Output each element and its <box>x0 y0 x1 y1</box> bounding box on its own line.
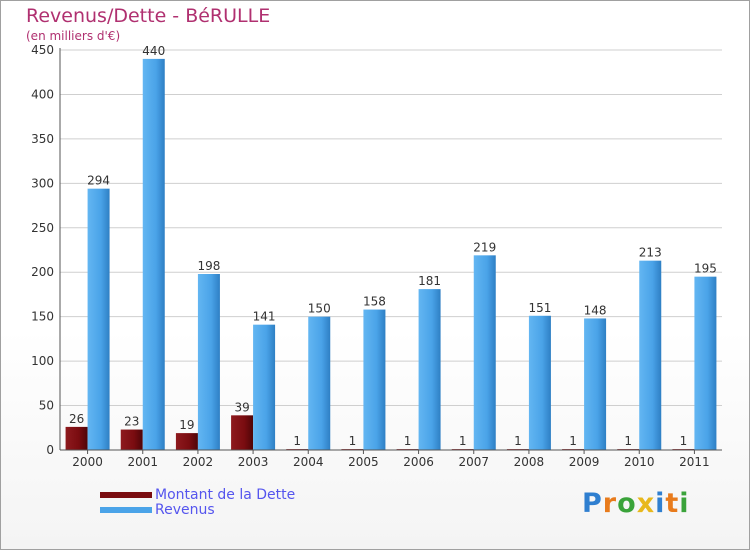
axes: 0 50 100 150 200 250 300 350 400 450 2000 2001 2002 2… <box>31 43 722 469</box>
logo-letter: o <box>617 488 637 519</box>
data-label-dette: 1 <box>569 434 577 448</box>
logo-letter: x <box>636 488 656 519</box>
x-tick-label: 2002 <box>183 455 214 469</box>
y-tick-label: 300 <box>31 176 54 190</box>
data-label-dette: 1 <box>680 434 688 448</box>
y-tick-label: 250 <box>31 221 54 235</box>
y-tick-label: 400 <box>31 87 54 101</box>
bar-dette <box>65 426 88 450</box>
logo-letter: i <box>655 488 666 519</box>
data-label-dette: 1 <box>404 434 412 448</box>
data-label-revenus: 294 <box>87 174 110 188</box>
data-label-revenus: 150 <box>308 302 331 316</box>
bar-revenus <box>584 318 607 450</box>
legend-swatch-revenus <box>100 507 152 513</box>
logo-letter: P <box>582 488 603 519</box>
bar-revenus <box>694 276 717 450</box>
bar-revenus <box>363 309 386 450</box>
x-tick-label: 2000 <box>72 455 103 469</box>
bar-revenus <box>87 188 110 450</box>
bar-revenus <box>418 289 441 450</box>
bar-revenus <box>308 316 331 450</box>
data-label-revenus: 213 <box>639 246 662 260</box>
proxiti-logo: Proxiti <box>582 488 690 519</box>
bar-revenus <box>253 324 276 450</box>
data-label-dette: 1 <box>514 434 522 448</box>
logo-letter: i <box>679 488 690 519</box>
bar-revenus <box>473 255 496 450</box>
x-tick-label: 2005 <box>348 455 379 469</box>
chart-subtitle: (en milliers d'€) <box>26 29 121 43</box>
x-tick-label: 2007 <box>458 455 489 469</box>
legend-item-revenus: Revenus <box>100 502 215 518</box>
x-tick-label: 2004 <box>293 455 324 469</box>
bar-dette <box>231 415 254 450</box>
bar-dette <box>120 429 143 450</box>
x-tick-label: 2003 <box>238 455 269 469</box>
x-tick-label: 2011 <box>679 455 710 469</box>
data-label-revenus: 151 <box>528 301 551 315</box>
bar-dette <box>175 433 198 450</box>
bars <box>65 58 717 451</box>
data-label-revenus: 198 <box>197 259 220 273</box>
data-labels: 26 294 23 440 19 198 39 141 1 150 1 158 1 181 1 219 1 151… <box>69 44 717 448</box>
y-tick-label: 450 <box>31 43 54 57</box>
grid-lines <box>60 49 722 407</box>
y-tick-label: 50 <box>39 399 54 413</box>
data-label-dette: 26 <box>69 412 84 426</box>
data-label-dette: 1 <box>349 434 357 448</box>
logo-letter: t <box>665 488 680 519</box>
data-label-revenus: 141 <box>253 310 276 324</box>
x-tick-label: 2006 <box>403 455 434 469</box>
x-tick-label: 2010 <box>624 455 655 469</box>
data-label-revenus: 148 <box>584 303 607 317</box>
x-tick-label: 2009 <box>569 455 600 469</box>
x-tick-label: 2008 <box>514 455 545 469</box>
data-label-dette: 1 <box>459 434 467 448</box>
data-label-revenus: 440 <box>142 44 165 58</box>
bar-revenus <box>528 315 551 450</box>
y-tick-label: 100 <box>31 354 54 368</box>
y-tick-label: 0 <box>46 443 54 457</box>
y-tick-label: 200 <box>31 265 54 279</box>
data-label-dette: 23 <box>124 415 139 429</box>
legend-label-dette: Montant de la Dette <box>155 487 296 503</box>
y-tick-label: 150 <box>31 310 54 324</box>
data-label-dette: 1 <box>624 434 632 448</box>
data-label-dette: 39 <box>234 400 249 414</box>
data-label-dette: 1 <box>293 434 301 448</box>
bar-revenus <box>142 58 165 451</box>
legend-label-revenus: Revenus <box>155 502 215 518</box>
legend-item-dette: Montant de la Dette <box>100 487 295 503</box>
bar-revenus <box>197 274 220 450</box>
data-label-revenus: 195 <box>694 262 717 276</box>
data-label-dette: 19 <box>179 418 194 432</box>
logo-letter: r <box>602 488 618 519</box>
bar-revenus <box>639 260 662 450</box>
data-label-revenus: 181 <box>418 274 441 288</box>
chart-title: Revenus/Dette - BéRULLE <box>26 5 271 27</box>
data-label-revenus: 158 <box>363 295 386 309</box>
legend-swatch-dette <box>100 492 152 498</box>
y-tick-label: 350 <box>31 132 54 146</box>
x-tick-label: 2001 <box>127 455 158 469</box>
data-label-revenus: 219 <box>473 240 496 254</box>
